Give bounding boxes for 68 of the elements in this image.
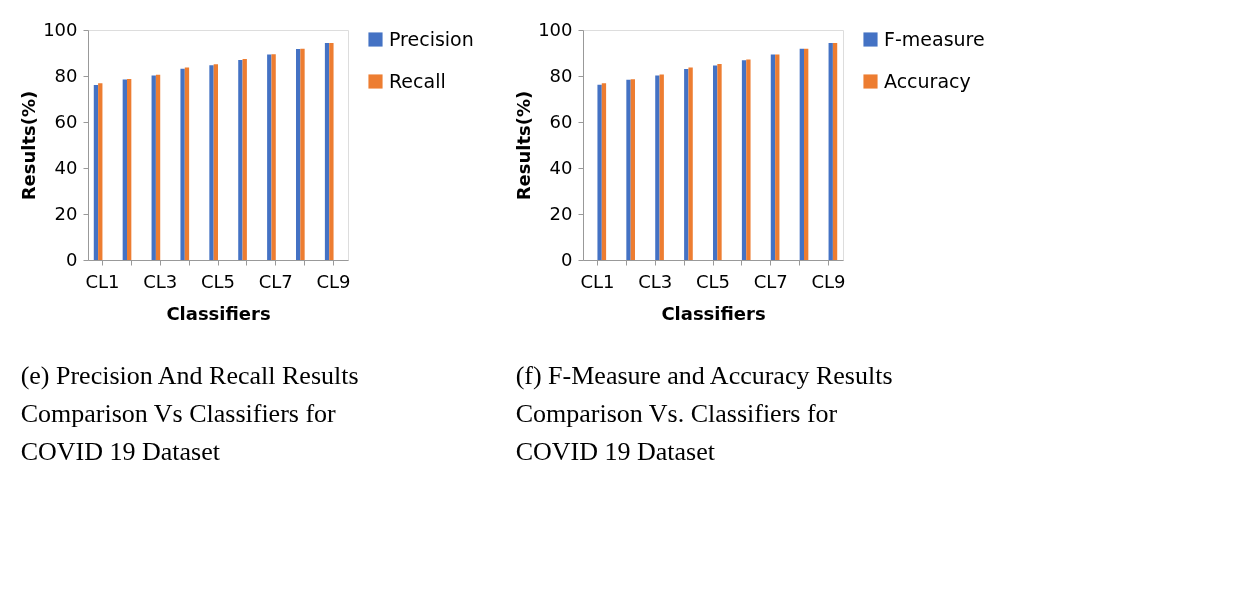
x-tick-label: CL1 xyxy=(580,270,615,292)
bar xyxy=(713,65,718,260)
x-tick-label: CL1 xyxy=(85,270,120,292)
bar xyxy=(180,68,185,260)
text: (e) Precision And Recall Results Comparison Vs Classifiers for COVID 19 Dataset xyxy=(20,361,359,466)
bar xyxy=(324,43,330,260)
x-axis-title: Classifiers xyxy=(166,302,271,324)
y-tick-label: 100 xyxy=(43,18,78,40)
bar xyxy=(93,84,99,260)
x-tick-label: CL5 xyxy=(695,270,731,292)
bar xyxy=(717,64,722,260)
bar xyxy=(238,59,243,260)
bar xyxy=(296,49,301,260)
bar xyxy=(746,59,751,260)
x-tick-label: CL3 xyxy=(143,270,178,292)
x-tick-label: CL7 xyxy=(258,270,293,292)
x-tick-label: CL9 xyxy=(811,270,846,292)
bar xyxy=(655,75,660,260)
bar xyxy=(770,54,776,260)
bar xyxy=(832,42,838,260)
bar xyxy=(828,42,833,260)
bar xyxy=(300,48,305,260)
legend-label: Accuracy xyxy=(884,69,971,92)
y-tick-label: 20 xyxy=(54,202,78,224)
y-tick-label: 60 xyxy=(54,110,78,132)
bar xyxy=(601,83,607,260)
bar xyxy=(151,75,156,260)
y-tick-label: 0 xyxy=(561,248,573,270)
x-tick-label: CL9 xyxy=(316,270,351,292)
y-axis-title: Results(%) xyxy=(18,90,40,201)
bar xyxy=(98,83,103,260)
bar xyxy=(242,58,247,260)
bar xyxy=(775,54,780,260)
bar xyxy=(184,67,190,260)
bar xyxy=(127,78,132,260)
x-tick-label: CL5 xyxy=(200,270,236,292)
bar xyxy=(630,79,635,260)
bar xyxy=(155,74,161,260)
bar xyxy=(329,43,334,260)
bar xyxy=(684,69,689,260)
y-tick-label: 60 xyxy=(549,110,573,132)
bar xyxy=(626,79,631,260)
bar xyxy=(122,79,127,260)
bar xyxy=(741,60,747,260)
y-tick-label: 40 xyxy=(54,156,78,178)
text: (f) F-Measure and Accuracy Results Comparison Vs. Classifiers for COVID 19 Dataset xyxy=(515,361,893,466)
y-tick-label: 80 xyxy=(54,64,78,86)
y-tick-label: 100 xyxy=(538,18,573,40)
bar xyxy=(267,54,272,260)
bar xyxy=(271,54,276,260)
bar xyxy=(597,84,602,260)
x-axis-title: Classifiers xyxy=(661,302,766,324)
y-tick-label: 0 xyxy=(66,248,78,270)
legend-label: F-measure xyxy=(884,27,985,50)
y-tick-label: 80 xyxy=(549,64,573,86)
legend-label: Precision xyxy=(389,27,474,50)
bar xyxy=(799,48,804,260)
x-tick-label: CL3 xyxy=(638,270,673,292)
x-tick-label: CL7 xyxy=(753,270,788,292)
y-tick-label: 40 xyxy=(549,156,573,178)
bar xyxy=(213,64,218,260)
y-axis-title: Results(%) xyxy=(513,90,535,201)
bar xyxy=(659,74,664,260)
y-tick-label: 20 xyxy=(549,202,573,224)
bar xyxy=(688,67,693,260)
bar xyxy=(804,48,809,260)
legend-label: Recall xyxy=(389,69,446,92)
bar xyxy=(209,65,214,260)
